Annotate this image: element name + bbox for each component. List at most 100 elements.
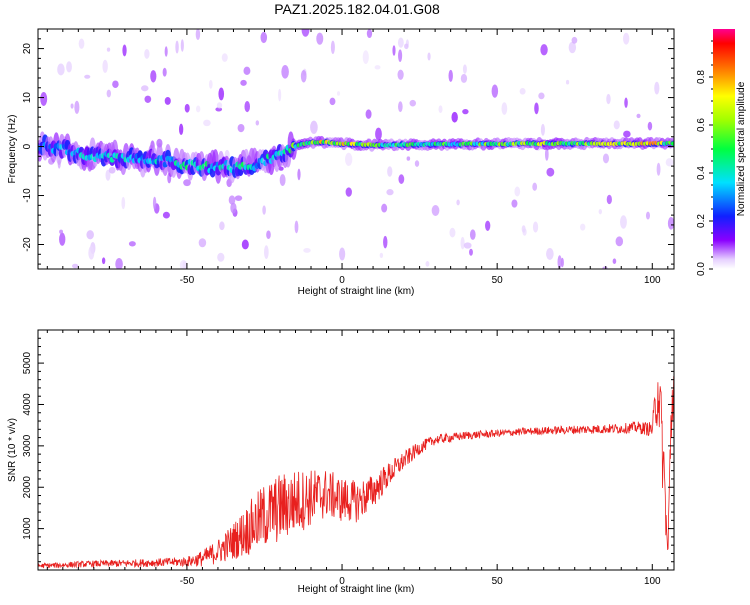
spectrogram-noise-cell [70, 103, 74, 109]
spectrogram-noise-cell [540, 123, 545, 136]
spectrogram-noise-cell [244, 101, 250, 113]
spectrogram-noise-cell [544, 147, 549, 161]
spectrogram-noise-cell [184, 103, 190, 113]
spectrogram-noise-cell [485, 220, 491, 231]
spectrogram-noise-cell [345, 152, 353, 166]
spectrogram-noise-cell [203, 119, 211, 127]
spectrogram-noise-cell [521, 225, 526, 233]
spectrogram-noise-cell [462, 64, 467, 74]
spectrogram-noise-cell [40, 92, 48, 106]
spectrogram-noise-cell [571, 36, 578, 44]
spectrogram-noise-cell [469, 248, 473, 256]
spectrogram-noise-cell [448, 69, 453, 82]
spectrogram-noise-cell [310, 120, 318, 134]
spectrogram-noise-cell [534, 102, 539, 115]
spectrogram-noise-cell [406, 156, 411, 161]
spectrogram-noise-cell [330, 40, 335, 55]
spectrogram-noise-cell [144, 48, 150, 59]
x-tick-label: 100 [644, 275, 661, 286]
colorbar-tick-label: 0.4 [696, 166, 707, 180]
spectrogram-noise-cell [392, 45, 396, 56]
spectrogram-noise-cell [514, 186, 521, 197]
spectrogram-noise-cell [228, 195, 236, 205]
spectrogram-noise-cell [414, 160, 420, 167]
snr-frame [37, 329, 675, 571]
spectrogram-noise-cell [398, 174, 405, 184]
spectrogram-noise-cell [387, 166, 393, 177]
spectrogram-noise-cell [152, 196, 157, 210]
spectrogram-noise-cell [656, 162, 661, 176]
spectrogram-noise-cell [623, 32, 630, 45]
spectrogram-noise-cell [216, 102, 223, 109]
spectrogram-cell-group [38, 29, 674, 269]
spectrogram-noise-cell [532, 221, 539, 233]
spectrogram-noise-cell [449, 227, 456, 238]
spectrogram-noise-cell [665, 158, 674, 167]
spectrogram-noise-cell [278, 166, 284, 171]
figure-title: PAZ1.2025.182.04.01.G08 [274, 1, 440, 17]
spectrogram-noise-cell [150, 70, 157, 83]
spectrogram-noise-cell [297, 168, 301, 181]
spectrogram-y-axis-label: Frequency (Hz) [7, 115, 18, 184]
spectrogram-noise-cell [86, 230, 94, 240]
spectrogram-noise-cell [260, 31, 268, 44]
spectrogram-noise-cell [106, 47, 111, 52]
spectrogram-noise-cell [362, 50, 369, 64]
spectrogram-frame [37, 28, 675, 270]
spectrogram-noise-cell [59, 232, 66, 246]
y-tick-label: 0 [22, 143, 33, 149]
spectrogram-noise-cell [379, 252, 384, 259]
x-tick-label: 50 [492, 275, 504, 286]
snr-series-line [37, 376, 675, 569]
spectrogram-noise-cell [74, 100, 80, 114]
spectrogram-noise-cell [598, 208, 603, 215]
spectrogram-noise-cell [164, 96, 171, 105]
spectrogram-noise-cell [623, 130, 631, 138]
spectrogram-noise-cell [538, 92, 545, 100]
spectrogram-noise-cell [345, 187, 352, 197]
spectrogram-noise-cell [546, 167, 555, 177]
spectrogram-noise-cell [219, 221, 225, 231]
spectrogram-noise-cell [180, 39, 184, 52]
y-tick-label: 1000 [22, 517, 33, 540]
spectrogram-noise-cell [88, 245, 95, 260]
spectrogram-noise-cell [66, 61, 72, 73]
y-tick-label: -10 [22, 188, 33, 203]
spectrogram-noise-cell [462, 108, 469, 115]
spectrogram-noise-cell [84, 74, 91, 79]
spectrogram-noise-cell [316, 32, 324, 45]
spectrogram-noise-cell [179, 260, 188, 269]
colorbar-label: Normalized spectral amplitude [736, 81, 747, 216]
spectrogram-noise-cell [613, 120, 620, 130]
spectrogram-noise-cell [606, 194, 612, 205]
spectrogram-noise-cell [565, 79, 570, 85]
snr-ticks: -50 0 50 100 1000 2000 3000 4000 5000 [22, 330, 674, 587]
spectrogram-noise-cell [78, 38, 85, 49]
spectrogram-noise-cell [128, 241, 136, 247]
spectrogram-noise-cell [374, 65, 381, 70]
spectrogram-noise-cell [456, 199, 460, 206]
spectrogram-noise-cell [264, 245, 269, 260]
spectrogram-noise-cell [667, 217, 674, 230]
spectrogram-noise-cell [162, 211, 170, 219]
spectrogram-noise-cell [237, 123, 245, 133]
y-tick-label: 5000 [22, 352, 33, 375]
spectrogram-noise-cell [654, 81, 660, 95]
spectrogram-noise-cell [198, 238, 207, 248]
spectrogram-ridge-cell [670, 141, 674, 146]
spectrogram-noise-cell [557, 255, 562, 269]
spectrogram-noise-cell [141, 85, 149, 92]
spectrogram-noise-cell [57, 63, 65, 76]
spectrogram-noise-cell [463, 242, 472, 249]
spectrogram-noise-cell [398, 49, 403, 62]
spectrogram-noise-cell [218, 87, 225, 101]
spectrogram-noise-cell [397, 37, 404, 48]
snr-x-axis-label: Height of straight line (km) [298, 584, 415, 595]
spectrogram-noise-cell [101, 257, 106, 265]
spectrogram-noise-cell [105, 169, 111, 181]
spectrogram-noise-cell [279, 174, 286, 187]
spectrogram-noise-cell [278, 88, 282, 102]
spectrogram-noise-cell [121, 196, 126, 210]
spectrogram-noise-cell [606, 93, 611, 105]
